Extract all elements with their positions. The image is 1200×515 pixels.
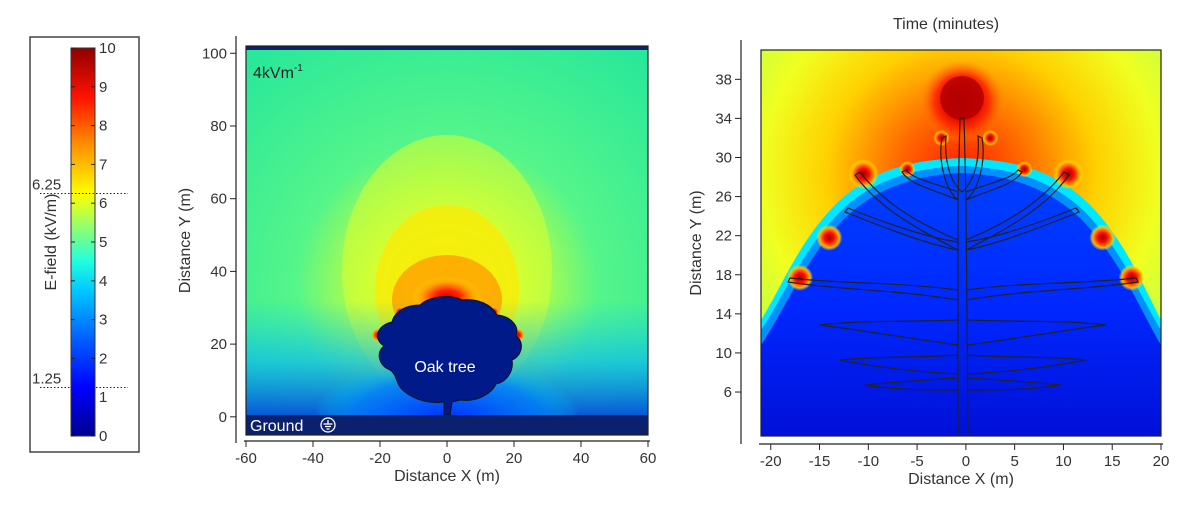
y-tick-label: 26 xyxy=(715,189,732,206)
tree-label: Oak tree xyxy=(414,359,475,376)
field-hotspot xyxy=(816,224,843,251)
x-tick-label: 0 xyxy=(443,450,451,467)
x-tick-label: -10 xyxy=(857,453,879,470)
left-plot-frame xyxy=(245,45,649,436)
ground-symbol-icon xyxy=(320,417,336,433)
colorbar-tick-label: 3 xyxy=(99,312,107,329)
x-tick-label: 20 xyxy=(1153,453,1170,470)
field-hotspot xyxy=(899,161,916,178)
y-tick-label: 60 xyxy=(210,191,227,208)
colorbar-tick-label: 0 xyxy=(99,428,107,445)
colorbar-tick-label: 8 xyxy=(99,118,107,135)
right-plot-frame xyxy=(760,49,1162,437)
y-tick-label: 34 xyxy=(715,110,732,127)
right-chart-title: Time (minutes) xyxy=(893,16,999,33)
y-tick-label: 30 xyxy=(715,149,732,166)
colorbar-tick-label: 7 xyxy=(99,156,107,173)
y-tick-label: 40 xyxy=(210,263,227,280)
colorbar-label: E-field (kV/m) xyxy=(43,194,60,291)
colorbar-ticks: 0 1 2 3 4 5 6 7 8 9 10 xyxy=(71,40,116,445)
right-hotspots xyxy=(787,129,1145,291)
ground-label: Ground xyxy=(250,418,303,435)
colorbar-tick-label: 10 xyxy=(99,40,116,57)
colorbar-tick-label: 4 xyxy=(99,273,107,290)
y-tick-label: 10 xyxy=(715,345,732,362)
y-tick-label: 0 xyxy=(219,409,227,426)
colorbar-markers: 6.25 1.25 xyxy=(32,177,128,388)
field-label: 4kVm-1 xyxy=(253,63,303,82)
colorbar-tick-label: 2 xyxy=(99,350,107,367)
y-tick-label: 80 xyxy=(210,118,227,135)
field-hotspot xyxy=(1089,224,1116,251)
colorbar-tick-label: 5 xyxy=(99,234,107,251)
x-tick-label: 5 xyxy=(1010,453,1018,470)
y-tick-label: 22 xyxy=(715,228,732,245)
colorbar-tick-label: 1 xyxy=(99,389,107,406)
colorbar-tick-label: 6 xyxy=(99,195,107,212)
x-axis-title: Distance X (m) xyxy=(908,471,1014,488)
x-axis-title: Distance X (m) xyxy=(394,468,500,485)
right-field-map xyxy=(761,50,1161,436)
x-tick-label: 15 xyxy=(1104,453,1121,470)
right-axes: -20 -15 -10 -5 0 5 10 15 20 6 10 14 18 22 26 30 34 38 Dist… xyxy=(688,40,1169,488)
y-tick-label: 6 xyxy=(724,384,732,401)
y-axis-title: Distance Y (m) xyxy=(177,188,194,293)
x-tick-label: 40 xyxy=(573,450,590,467)
colorbar-marker-label: 6.25 xyxy=(32,177,61,194)
x-tick-label: -5 xyxy=(910,453,923,470)
left-field-map xyxy=(246,46,648,435)
x-tick-label: 20 xyxy=(506,450,523,467)
field-hotspot xyxy=(848,159,879,190)
colorbar-tick-label: 9 xyxy=(99,79,107,96)
oak-tree-shape xyxy=(377,296,522,416)
field-hotspot xyxy=(1016,161,1033,178)
y-tick-label: 38 xyxy=(715,71,732,88)
y-tick-label: 100 xyxy=(202,45,227,62)
x-tick-label: -60 xyxy=(235,450,257,467)
x-tick-label: 60 xyxy=(640,450,657,467)
tree-skeleton xyxy=(787,117,1139,436)
x-tick-label: 10 xyxy=(1055,453,1072,470)
field-hotspot xyxy=(1118,264,1145,291)
field-hotspot xyxy=(982,129,999,146)
ground-strip xyxy=(246,415,648,435)
x-tick-label: -40 xyxy=(302,450,324,467)
x-tick-label: -20 xyxy=(369,450,391,467)
y-axis-title: Distance Y (m) xyxy=(688,190,705,295)
y-tick-label: 20 xyxy=(210,336,227,353)
y-tick-label: 14 xyxy=(715,306,732,323)
left-axes: -60 -40 -20 0 20 40 60 0 20 40 60 80 100 Distance X (… xyxy=(177,36,656,485)
x-tick-label: -15 xyxy=(809,453,831,470)
colorbar-marker-label: 1.25 xyxy=(32,371,61,388)
x-tick-label: -20 xyxy=(760,453,782,470)
x-tick-label: 0 xyxy=(962,453,970,470)
y-tick-label: 18 xyxy=(715,267,732,284)
